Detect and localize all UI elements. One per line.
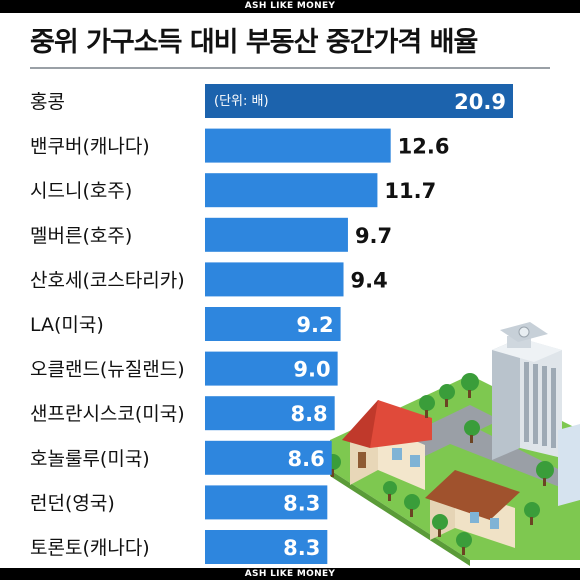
value-label: 11.7 <box>384 179 436 203</box>
value-label: 8.8 <box>290 402 327 426</box>
value-label: 8.6 <box>288 447 325 471</box>
value-label: 9.0 <box>293 358 330 382</box>
bar <box>205 173 378 208</box>
category-label: 홍콩 <box>30 91 65 113</box>
city-buildings-illustration <box>325 322 580 566</box>
value-label: 8.3 <box>283 491 320 515</box>
bar <box>205 262 344 297</box>
bar <box>205 440 332 475</box>
category-label: 호놀룰루(미국) <box>30 448 150 470</box>
unit-label: (단위: 배) <box>214 94 269 109</box>
value-label: 9.4 <box>351 268 388 292</box>
category-label: 오클랜드(뉴질랜드) <box>30 359 185 381</box>
category-label: 토론토(캐나다) <box>30 537 150 559</box>
category-label: 멜버른(호주) <box>30 225 132 247</box>
value-label: 9.7 <box>355 224 392 248</box>
bar <box>205 128 391 163</box>
category-label: LA(미국) <box>30 314 104 336</box>
bar <box>205 307 341 341</box>
title-divider <box>30 67 550 69</box>
bar <box>205 351 338 386</box>
category-label: 런던(영국) <box>30 492 115 514</box>
watermark-top: ASH LIKE MONEY <box>0 0 580 13</box>
chart-title: 중위 가구소득 대비 부동산 중간가격 배율 <box>30 27 478 58</box>
category-label: 시드니(호주) <box>30 180 132 202</box>
value-label: 12.6 <box>398 135 450 159</box>
bar <box>205 485 328 520</box>
value-label: 8.3 <box>283 536 320 560</box>
category-label: 밴쿠버(캐나다) <box>30 136 150 158</box>
category-label: 샌프란시스코(미국) <box>30 403 185 425</box>
value-label: 20.9 <box>454 90 506 114</box>
value-label: 9.2 <box>296 313 333 337</box>
bar <box>205 530 328 564</box>
watermark-bottom: ASH LIKE MONEY <box>0 568 580 580</box>
category-label: 산호세(코스타리카) <box>30 269 185 291</box>
bar <box>205 84 513 118</box>
bar <box>205 217 348 252</box>
bar <box>205 396 335 431</box>
